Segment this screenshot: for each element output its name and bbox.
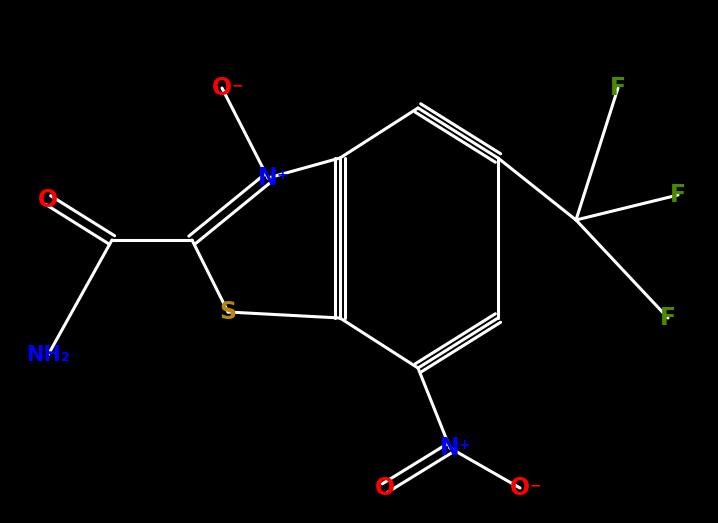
Text: O: O [212,76,232,100]
Text: F: F [670,183,686,207]
Text: N: N [258,166,278,190]
Text: −: − [232,78,243,92]
Text: S: S [220,300,236,324]
Text: NH₂: NH₂ [26,345,70,365]
Text: F: F [610,76,626,100]
Text: O: O [510,476,530,500]
Text: −: − [530,478,541,492]
Text: F: F [660,306,676,330]
Text: O: O [38,188,58,212]
Text: N: N [440,436,460,460]
Text: O: O [375,476,395,500]
Text: +: + [277,168,289,182]
Text: +: + [459,438,470,452]
